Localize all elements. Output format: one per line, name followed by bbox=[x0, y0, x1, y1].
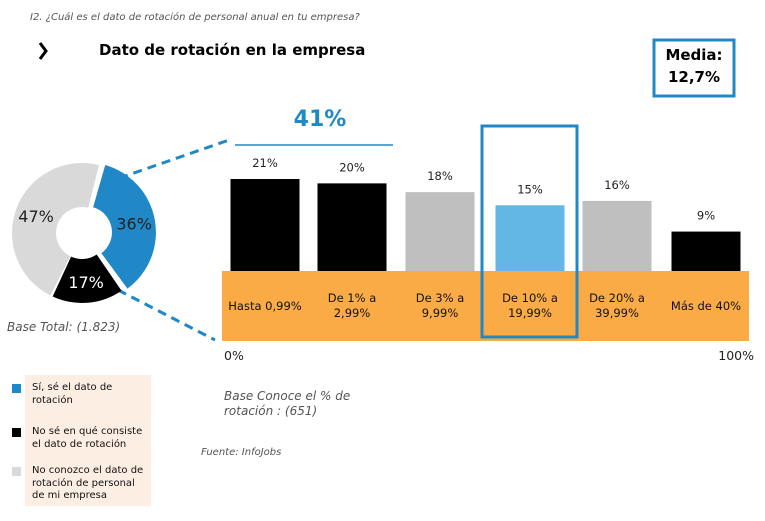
slice-label: 47% bbox=[18, 207, 54, 226]
scale-label: 0% bbox=[224, 348, 244, 363]
legend-swatch bbox=[12, 467, 21, 476]
category-label: De 20% a 39,99% bbox=[589, 291, 645, 320]
scale-label: 100% bbox=[718, 348, 754, 363]
category-label: Más de 40% bbox=[670, 298, 742, 313]
title: Dato de rotación en la empresa bbox=[99, 41, 366, 59]
value-label: 9% bbox=[697, 209, 715, 223]
annotation: 41% bbox=[293, 107, 347, 132]
pie-slice bbox=[52, 254, 122, 303]
pie-slice bbox=[93, 165, 156, 289]
chevron-icon bbox=[38, 42, 48, 60]
question: I2. ¿Cuál es el dato de rotación de pers… bbox=[30, 12, 360, 23]
bar bbox=[230, 179, 300, 271]
legend-label: No conozco el dato de rotación de person… bbox=[32, 465, 144, 501]
legend-swatch bbox=[12, 428, 21, 437]
slice-label: 17% bbox=[68, 273, 104, 292]
legend-label: Sí, sé el dato de rotación bbox=[32, 382, 113, 406]
value-label: 18% bbox=[427, 169, 453, 183]
bar bbox=[495, 205, 565, 271]
media-label: Media: bbox=[665, 46, 723, 64]
connector bbox=[117, 288, 216, 342]
slice-label: 36% bbox=[116, 215, 152, 234]
category-band bbox=[222, 271, 749, 341]
media-box bbox=[652, 38, 736, 98]
category-label: Hasta 0,99% bbox=[228, 298, 302, 313]
bar bbox=[671, 231, 741, 271]
bar bbox=[582, 200, 652, 271]
base-note: Base Conoce el % de rotación : (651) bbox=[224, 389, 351, 418]
source: Fuente: InfoJobs bbox=[201, 447, 282, 458]
value-label: 15% bbox=[517, 182, 543, 196]
category-label: De 3% a 9,99% bbox=[415, 291, 465, 320]
category-label: De 1% a 2,99% bbox=[327, 291, 377, 320]
pie-slice bbox=[11, 162, 99, 296]
highlight-box bbox=[480, 124, 579, 339]
value-label: 20% bbox=[339, 160, 365, 174]
legend-background bbox=[25, 375, 151, 506]
category-label: De 10% a 19,99% bbox=[502, 291, 558, 320]
legend-label: No sé en qué consiste el dato de rotació… bbox=[32, 426, 143, 450]
value-label: 21% bbox=[252, 156, 278, 170]
bar bbox=[405, 192, 475, 271]
legend-swatch bbox=[12, 384, 21, 393]
value-label: 16% bbox=[604, 178, 630, 192]
bar bbox=[317, 183, 387, 271]
media-value: 12,7% bbox=[667, 68, 721, 86]
base-note: Base Total: (1.823) bbox=[7, 320, 121, 334]
